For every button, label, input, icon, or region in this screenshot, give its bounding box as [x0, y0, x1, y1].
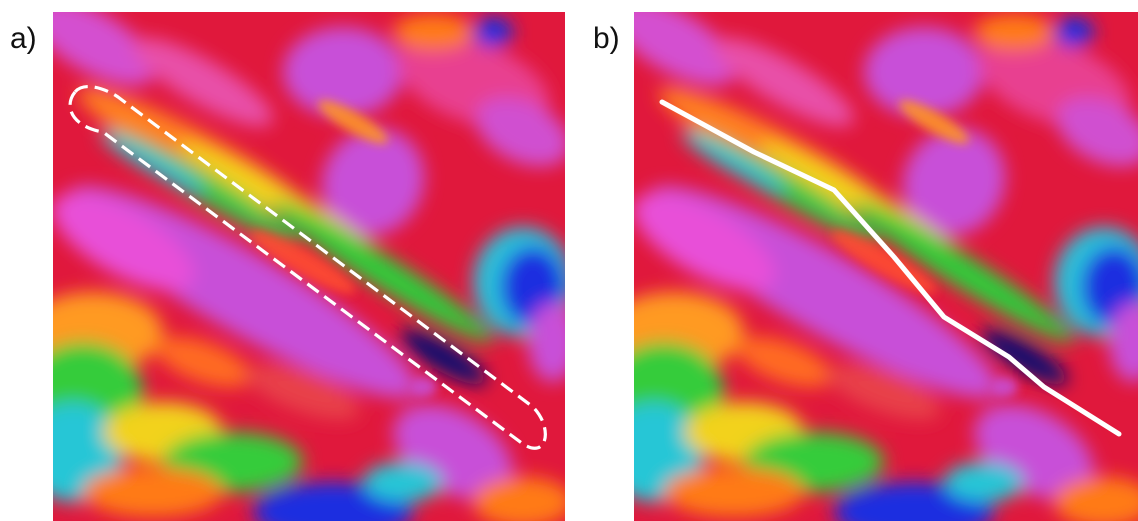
panel-b-heatmap-image: [634, 12, 1138, 521]
panel-a-terrain: [53, 12, 565, 521]
solid-line-trace: [659, 99, 1122, 437]
panel-a-heatmap-image: [53, 12, 565, 521]
dashed-ellipse-outline: [68, 84, 547, 450]
panel-a-overlay: [68, 84, 547, 450]
panel-b-terrain: [634, 12, 1138, 521]
panel-b-overlay: [659, 99, 1122, 437]
panel-a-svg: [53, 12, 565, 521]
panel-b-svg: [634, 12, 1138, 521]
panel-label-b: b): [593, 22, 620, 55]
panel-label-a: a): [10, 22, 37, 55]
